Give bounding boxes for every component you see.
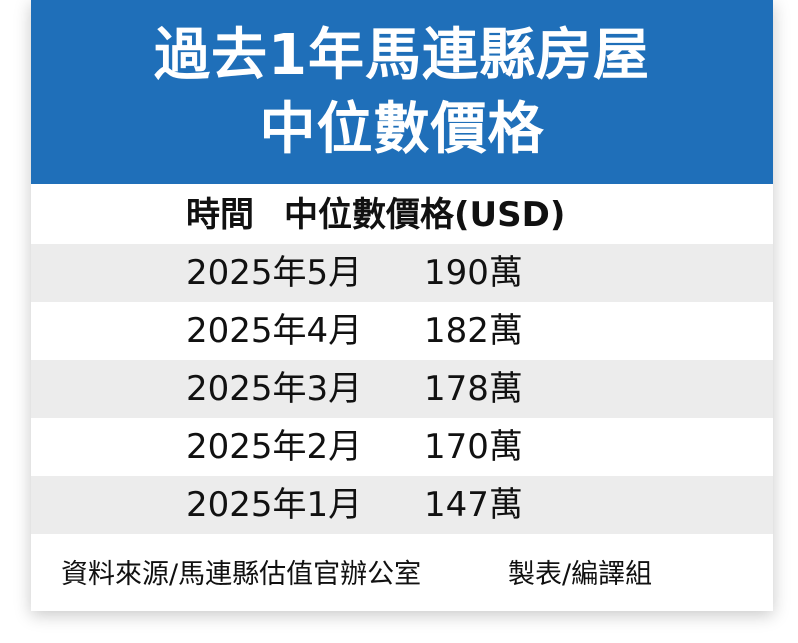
row-time: 2025年1月 [186, 485, 363, 525]
row-price: 182萬 [424, 311, 523, 351]
column-header-price: 中位數價格(USD) [284, 195, 566, 235]
title-banner: 過去1年馬連縣房屋 中位數價格 [31, 0, 773, 184]
row-time: 2025年3月 [186, 369, 363, 409]
chart-title-line-1: 過去1年馬連縣房屋 [154, 23, 650, 88]
row-price: 190萬 [424, 253, 523, 293]
table-row: 2025年2月 170萬 [31, 418, 773, 476]
row-price: 147萬 [424, 485, 523, 525]
table-row: 2025年1月 147萬 [31, 476, 773, 534]
table-row: 2025年3月 178萬 [31, 360, 773, 418]
table-row: 2025年4月 182萬 [31, 302, 773, 360]
table-header-row: 時間 中位數價格(USD) [31, 186, 773, 244]
row-time: 2025年2月 [186, 427, 363, 467]
table-row: 2025年5月 190萬 [31, 244, 773, 302]
chart-title-line-2: 中位數價格 [259, 97, 545, 162]
row-time: 2025年5月 [186, 253, 363, 293]
maker-credit: 製表/編譯組 [508, 559, 653, 590]
row-time: 2025年4月 [186, 311, 363, 351]
source-credit: 資料來源/馬連縣估值官辦公室 [61, 559, 422, 590]
table-card: 過去1年馬連縣房屋 中位數價格 時間 中位數價格(USD) 2025年5月 19… [31, 0, 773, 611]
row-price: 178萬 [424, 369, 523, 409]
footer-credits: 資料來源/馬連縣估值官辦公室 製表/編譯組 [31, 544, 773, 606]
column-header-time: 時間 [186, 195, 254, 235]
row-price: 170萬 [424, 427, 523, 467]
